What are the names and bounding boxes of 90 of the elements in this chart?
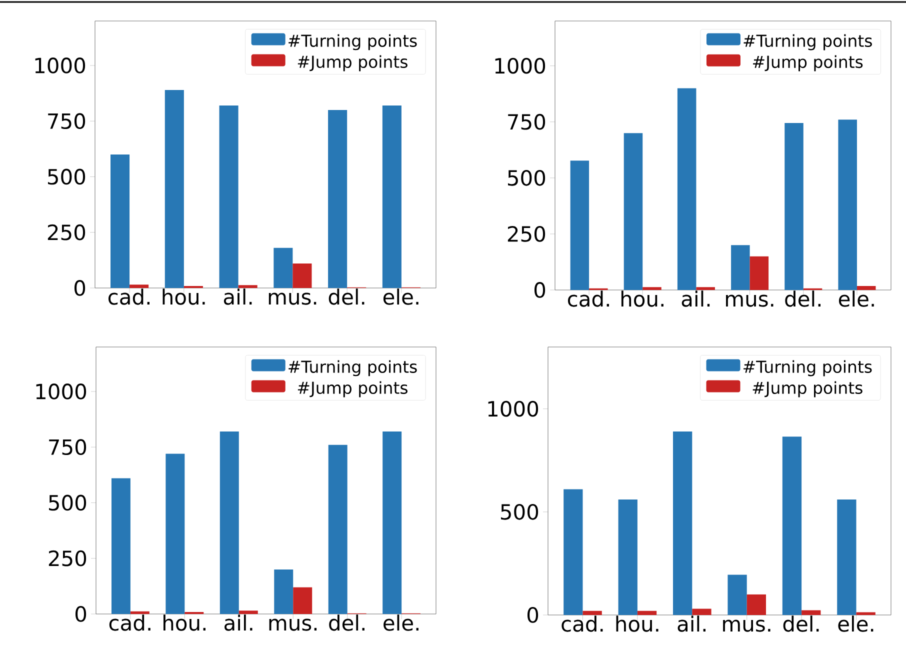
bar — [164, 90, 184, 288]
x-tick-label: cad. — [562, 616, 603, 632]
y-tick-label: 0 — [527, 607, 538, 623]
bar — [110, 154, 130, 288]
bar — [838, 120, 857, 290]
bar — [293, 587, 312, 614]
bar — [220, 432, 239, 614]
legend-label: #Jump points — [752, 381, 862, 398]
x-tick-label: mus. — [269, 618, 317, 631]
bar — [677, 88, 696, 290]
x-tick-label: ail. — [678, 616, 706, 632]
bar — [582, 610, 602, 615]
y-tick-label: 750 — [49, 439, 86, 456]
x-tick-label: cad. — [108, 288, 150, 305]
x-tick-label: mus. — [268, 292, 316, 305]
x-tick-label: del. — [783, 616, 819, 632]
bar — [696, 287, 715, 290]
bar — [856, 612, 876, 615]
x-tick-label: del. — [329, 614, 364, 631]
y-tick-label: 500 — [508, 170, 546, 186]
y-tick-label: 750 — [48, 113, 86, 130]
legend-label: #Jump points — [753, 55, 863, 72]
y-tick-label: 1000 — [488, 400, 538, 417]
bar — [624, 133, 643, 290]
bar — [802, 610, 821, 615]
bar — [219, 106, 238, 288]
y-tick-label: 1000 — [35, 58, 86, 74]
bar — [784, 122, 804, 290]
legend-label: #Jump points — [298, 55, 408, 72]
x-tick-label: ail. — [682, 290, 710, 307]
bar — [642, 287, 662, 290]
x-tick-label: ele. — [383, 288, 418, 305]
bar — [130, 611, 150, 614]
y-tick-label: 250 — [48, 550, 86, 566]
y-tick-label: 500 — [49, 494, 86, 511]
bar — [564, 489, 583, 615]
bar — [637, 610, 657, 615]
x-tick-label: del. — [785, 290, 820, 307]
bar — [692, 608, 712, 615]
x-tick-label: ele. — [838, 616, 874, 632]
bar — [570, 160, 590, 290]
x-tick-label: hou. — [616, 616, 658, 632]
bar — [382, 106, 402, 288]
bar — [728, 574, 747, 615]
bar — [328, 444, 348, 614]
bar — [328, 110, 348, 288]
bar — [731, 245, 750, 290]
y-tick-label: 1000 — [36, 384, 86, 400]
bar — [750, 256, 769, 290]
bar — [856, 286, 876, 290]
bar — [618, 500, 638, 615]
legend-label: #Turning points — [288, 34, 417, 50]
x-tick-label: del. — [328, 288, 364, 305]
bar — [238, 285, 258, 288]
legend-label: #Turning points — [744, 34, 872, 50]
bar — [166, 454, 185, 614]
bar — [746, 594, 766, 615]
y-tick-label: 1000 — [495, 58, 546, 74]
legend-label: #Turning points — [744, 360, 872, 376]
x-tick-label: hou. — [621, 290, 664, 307]
x-tick-label: mus. — [726, 294, 774, 307]
legend-label: #Turning points — [288, 360, 417, 376]
bar — [274, 569, 294, 614]
x-tick-label: ele. — [384, 614, 418, 631]
bar — [837, 500, 856, 615]
bar — [274, 248, 293, 288]
legend-label: #Jump points — [298, 381, 408, 398]
y-tick-label: 500 — [48, 168, 86, 185]
x-tick-label: ail. — [224, 614, 252, 631]
x-tick-label: hou. — [162, 288, 205, 305]
x-tick-label: ele. — [838, 290, 874, 307]
bar — [382, 432, 402, 614]
y-tick-label: 0 — [534, 282, 546, 298]
y-tick-label: 500 — [501, 504, 538, 520]
x-tick-label: ail. — [224, 288, 252, 305]
y-tick-label: 0 — [74, 280, 86, 296]
y-tick-label: 0 — [75, 606, 86, 622]
bar — [238, 610, 258, 614]
x-tick-label: hou. — [164, 614, 206, 631]
y-tick-label: 250 — [508, 226, 546, 242]
bar — [130, 284, 149, 288]
bar — [673, 432, 692, 615]
x-tick-label: cad. — [568, 290, 609, 307]
x-tick-label: cad. — [109, 614, 150, 631]
x-tick-label: mus. — [723, 620, 770, 632]
bar — [292, 264, 312, 288]
y-tick-label: 750 — [508, 114, 546, 130]
bar — [782, 436, 802, 615]
bar — [111, 478, 130, 614]
y-tick-label: 250 — [48, 224, 86, 240]
